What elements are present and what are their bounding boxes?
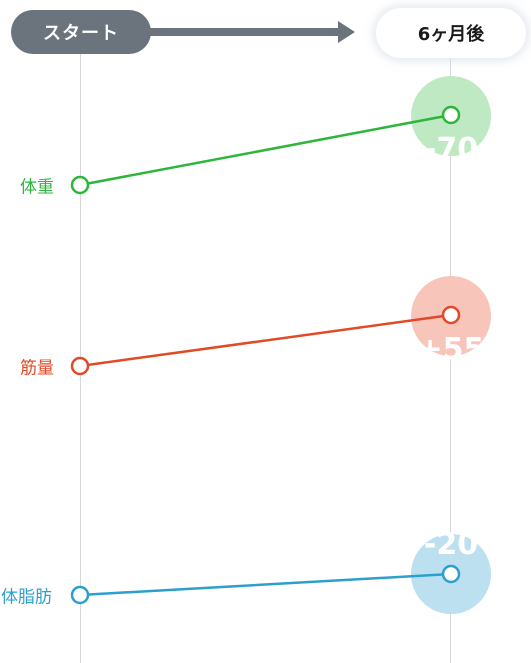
- muscle-line: [79, 313, 452, 368]
- timeline-arrow-head: [338, 21, 355, 43]
- weight-label: 体重: [20, 177, 54, 198]
- end-timeline: [450, 50, 451, 663]
- weight-bubble-value: -70: [424, 132, 478, 167]
- start-badge: スタート: [11, 10, 151, 54]
- muscle-bubble-value: +55: [418, 332, 485, 367]
- muscle-end-point: [441, 305, 461, 325]
- fat-end-point: [441, 564, 461, 584]
- weight-start-point: [70, 175, 90, 195]
- timeline-arrow-shaft: [140, 28, 340, 36]
- weight-end-point: [441, 105, 461, 125]
- fat-start-point: [70, 585, 90, 605]
- muscle-start-point: [70, 356, 90, 376]
- muscle-label: 筋量: [20, 358, 54, 379]
- body-fat-label: 体脂肪: [1, 587, 52, 608]
- fat-bubble-value: -20: [424, 527, 478, 562]
- weight-line: [79, 113, 452, 187]
- fat-line: [79, 572, 452, 597]
- six-months-badge: 6ヶ月後: [376, 8, 526, 58]
- start-timeline: [80, 50, 81, 663]
